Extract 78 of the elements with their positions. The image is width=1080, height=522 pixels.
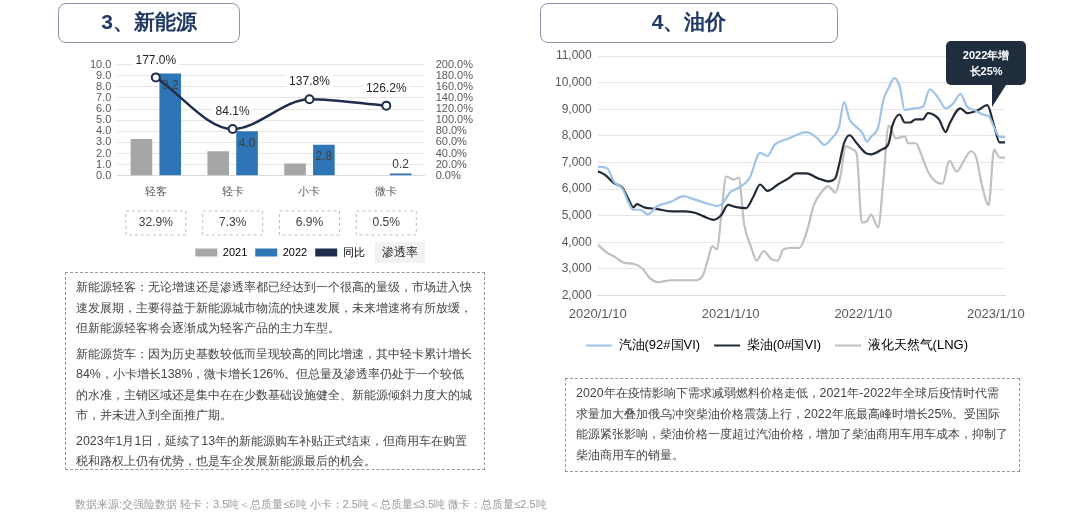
point — [150, 72, 161, 83]
y-tick-label: 7.0 — [96, 90, 112, 103]
y2-tick-label: 80.0% — [435, 124, 468, 137]
x-tick-label: 2021/1/10 — [701, 305, 760, 321]
legend-title: 渗透率 — [381, 244, 418, 259]
y2-tick-label: 60.0% — [435, 135, 468, 148]
x-tick-label: 2020/1/10 — [568, 305, 627, 321]
data-label: 126.2% — [365, 80, 407, 95]
x-tick-label: 2022/1/10 — [834, 305, 893, 321]
y-tick-label: 6.0 — [96, 102, 112, 115]
source-note: 数据来源:交强险数据 轻卡：3.5吨＜总质量≤6吨 小卡：2.5吨＜总质量≤3.5吨 微卡：总质量≤2.5吨 — [75, 497, 547, 512]
text: 0.5% — [372, 215, 401, 230]
y-tick-label: 10.0 — [89, 57, 112, 70]
bar — [207, 151, 230, 176]
line-series — [597, 76, 1005, 216]
y-tick-label: 11,000 — [555, 48, 593, 63]
point — [227, 124, 238, 135]
text: 新能源货车：因为历史基数较低而呈现较高的同比增速，其中轻卡累计增长84%，小卡增长138%，微卡增长126%。但总量及渗透率仍处于一个较低的水准，主销区域还是集中在在少数基础设施健全、新能源倾斜力度大的城市，并未进入到全面推广期。 — [76, 345, 473, 424]
data-label: 2.8 — [315, 148, 333, 163]
legend-label: 2022 — [282, 245, 308, 258]
y2-tick-label: 20.0% — [435, 157, 468, 170]
y-tick-label: 5,000 — [561, 207, 593, 222]
bar — [284, 163, 306, 176]
x-tick-label: 微卡 — [375, 185, 398, 198]
bar — [236, 131, 258, 176]
bar — [130, 139, 153, 176]
y-tick-label: 4.0 — [96, 124, 112, 137]
legend-label: 柴油(0#国VI) — [746, 337, 822, 353]
y-tick-label: 9,000 — [561, 101, 593, 116]
data-label: 137.8% — [289, 74, 331, 89]
x-tick-label: 轻卡 — [221, 185, 244, 198]
line-series — [597, 104, 1005, 221]
text: 32.9% — [138, 215, 174, 230]
y2-tick-label: 160.0% — [435, 79, 474, 92]
y-tick-label: 4,000 — [561, 234, 593, 249]
y-tick-label: 5.0 — [96, 113, 112, 126]
y-tick-label: 1.0 — [96, 157, 112, 170]
chart-title: 4、油价 — [540, 3, 838, 43]
y-tick-label: 6,000 — [561, 181, 593, 196]
text: 7.3% — [218, 215, 247, 230]
y2-tick-label: 200.0% — [435, 57, 474, 70]
line-series — [597, 124, 1005, 284]
y2-tick-label: 0.0% — [435, 168, 461, 181]
y2-tick-label: 180.0% — [435, 68, 474, 81]
y-tick-label: 0.0 — [96, 168, 112, 181]
y-tick-label: 8.0 — [96, 79, 112, 92]
x-tick-label: 轻客 — [144, 185, 167, 198]
text: 2023年1月1日，延续了13年的新能源购车补贴正式结束，但商用车在购置税和路权上仍有优势，也是车企发展新能源最后的机会。 — [76, 432, 469, 470]
annotation: 2022年增长25% — [961, 48, 1011, 80]
y2-tick-label: 40.0% — [435, 146, 468, 159]
y-tick-label: 7,000 — [561, 154, 593, 169]
bar — [159, 73, 182, 176]
data-label: 0.2 — [392, 156, 410, 171]
text: 6.9% — [295, 215, 324, 230]
y2-tick-label: 120.0% — [435, 102, 474, 115]
y-tick-label: 9.0 — [96, 68, 112, 81]
legend-label: 同比 — [342, 245, 365, 258]
data-label: 177.0% — [135, 52, 177, 67]
x-tick-label: 2023/1/10 — [966, 305, 1025, 321]
y2-tick-label: 100.0% — [435, 113, 474, 126]
y-tick-label: 2,000 — [561, 287, 593, 302]
y-tick-label: 8,000 — [561, 128, 593, 143]
y-tick-label: 2.0 — [96, 146, 112, 159]
y-tick-label: 3.0 — [96, 135, 112, 148]
legend-label: 液化天然气(LNG) — [867, 337, 968, 353]
y-tick-label: 3,000 — [561, 261, 593, 276]
legend-label: 2021 — [222, 245, 248, 258]
data-label: 84.1% — [215, 104, 250, 119]
x-tick-label: 小卡 — [298, 185, 321, 198]
text: 新能源轻客：无论增速还是渗透率都已经达到一个很高的量级，市场进入快速发展期，主要得益于新能源城市物流的快速发展，未来增速将有所放缓，但新能源轻客将会逐渐成为轻客产品的主力车型。 — [76, 279, 473, 337]
data-label: 4.0 — [238, 135, 256, 150]
point — [304, 94, 315, 105]
point — [381, 100, 392, 111]
y-tick-label: 10,000 — [555, 74, 593, 89]
text: 2020年在疫情影响下需求减弱燃料价格走低，2021年-2022年全球后疫情时代需求量加大叠加俄乌冲突柴油价格震荡上行，2022年底最高峰时增长25%。受国际能源紧张影响，柴油价格一度超过汽油价格，增加了柴油商用车用车成本，抑制了柴油商用车的销量。 — [576, 385, 1009, 464]
legend-label: 汽油(92#国VI) — [618, 337, 701, 353]
chart-title: 3、新能源 — [58, 3, 240, 43]
y2-tick-label: 140.0% — [435, 90, 474, 103]
